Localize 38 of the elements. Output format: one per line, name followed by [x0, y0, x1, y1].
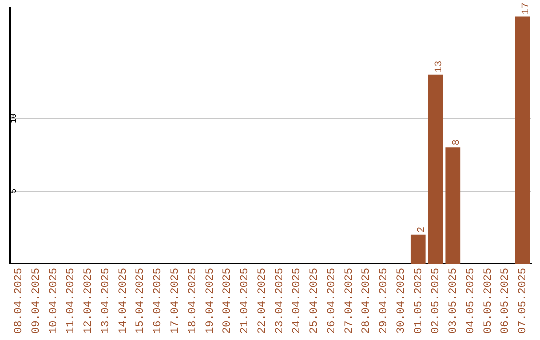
x-tick-label: 28.04.2025 [361, 268, 374, 334]
x-tick-label: 03.05.2025 [448, 268, 460, 334]
x-tick-label: 17.04.2025 [170, 268, 182, 334]
x-tick-label: 05.05.2025 [482, 268, 495, 334]
x-tick-label: 25.04.2025 [309, 268, 322, 334]
x-tick-label: 12.04.2025 [83, 268, 96, 334]
x-tick-label: 21.04.2025 [240, 268, 252, 334]
data-label: 8 [452, 140, 463, 146]
x-tick-label: 22.04.2025 [256, 268, 269, 334]
x-tick-label: 24.04.2025 [292, 268, 304, 334]
x-tick-label: 06.05.2025 [500, 268, 512, 334]
data-label: 2 [417, 226, 428, 233]
x-tick-label: 14.04.2025 [118, 268, 130, 334]
x-tick-label: 09.04.2025 [30, 268, 43, 334]
x-tick-label: 07.05.2025 [518, 268, 530, 334]
x-tick-label: 29.04.2025 [378, 268, 391, 334]
x-tick-label: 04.05.2025 [465, 268, 478, 334]
data-label: 13 [434, 60, 446, 73]
x-tick-label: 30.04.2025 [396, 268, 408, 334]
x-tick-label: 26.04.2025 [326, 268, 338, 334]
x-tick-label: 23.04.2025 [274, 268, 286, 334]
bar [410, 234, 426, 264]
x-tick-label: 16.04.2025 [152, 268, 165, 334]
x-tick-label: 11.04.2025 [66, 268, 78, 334]
bar [446, 148, 461, 264]
x-tick-label: 27.04.2025 [344, 268, 356, 334]
bar [428, 74, 444, 264]
x-tick-label: 15.04.2025 [135, 268, 148, 334]
x-tick-label: 10.04.2025 [48, 268, 60, 334]
x-tick-label: 20.04.2025 [222, 268, 234, 334]
x-tick-label: 13.04.2025 [100, 268, 112, 334]
bar [515, 16, 530, 264]
x-tick-label: 19.04.2025 [204, 268, 217, 334]
x-tick-label: 01.05.2025 [413, 268, 426, 334]
x-tick-label: 18.04.2025 [187, 268, 200, 334]
data-label: 17 [521, 2, 532, 15]
x-tick-label: 08.04.2025 [14, 268, 26, 334]
x-tick-label: 02.05.2025 [430, 268, 443, 334]
